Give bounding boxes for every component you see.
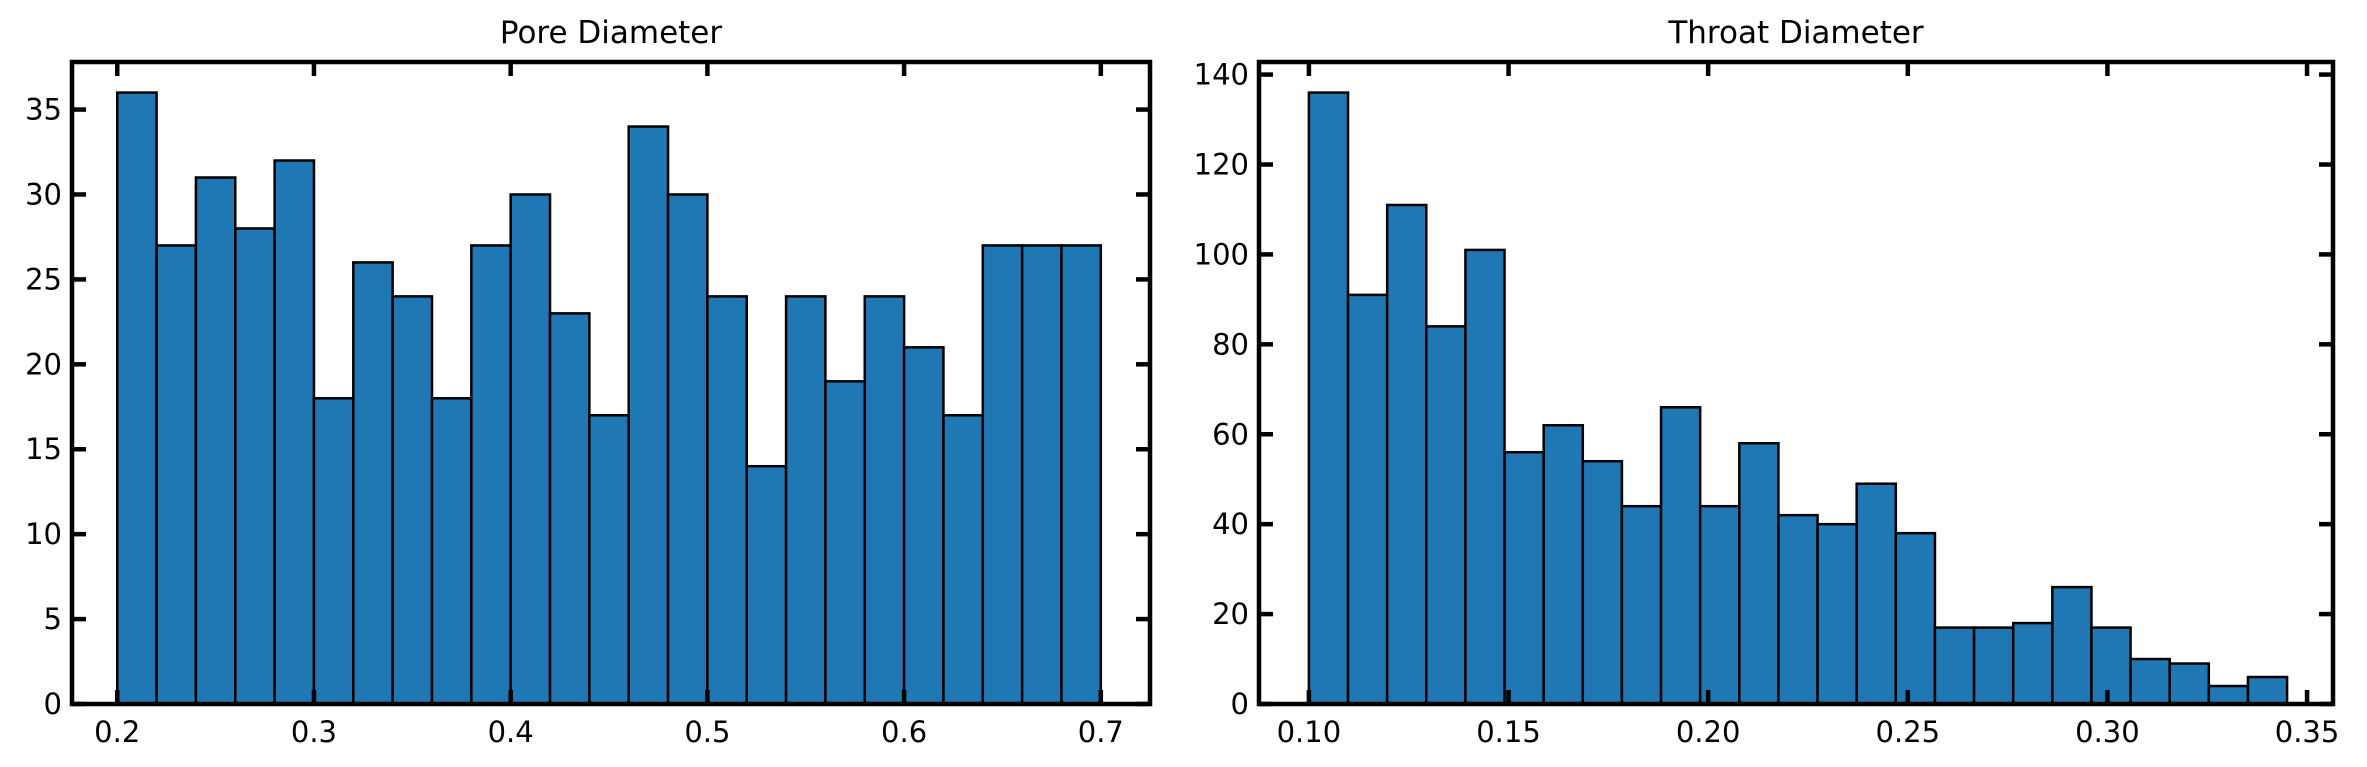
y-tick-label: 120 xyxy=(1194,148,1249,182)
throat-histogram-bar xyxy=(1777,513,1819,706)
throat-histogram-bar xyxy=(1933,626,1976,706)
throat-histogram-bar xyxy=(1346,293,1389,706)
throat-axes-frame xyxy=(1256,59,2336,707)
throat-histogram-bar xyxy=(1503,450,1545,706)
pore-histogram-bar xyxy=(942,414,985,706)
throat-histogram-bar xyxy=(1855,482,1898,706)
throat-histogram-bar xyxy=(2168,662,2211,706)
x-tick-label: 0.20 xyxy=(1676,715,1741,749)
throat-histogram-bar xyxy=(1738,441,1780,706)
y-tick-label: 100 xyxy=(1194,237,1249,271)
pore-histogram-bar xyxy=(627,125,670,706)
throat-histogram-bar xyxy=(2246,675,2289,706)
y-tick-label: 40 xyxy=(1212,507,1249,541)
x-tick-label: 0.15 xyxy=(1476,715,1541,749)
pore-histogram-bar xyxy=(666,193,709,706)
pore-axes-frame xyxy=(69,59,1153,707)
x-tick-label: 0.25 xyxy=(1876,715,1941,749)
throat-histogram-bar xyxy=(2129,657,2171,706)
y-tick-label: 10 xyxy=(25,517,62,551)
throat-histogram-bar xyxy=(2051,585,2093,706)
pore-chart-title: Pore Diameter xyxy=(500,15,723,51)
throat-chart-title: Throat Diameter xyxy=(1667,15,1924,51)
x-tick-label: 0.5 xyxy=(684,715,730,749)
x-tick-label: 0.4 xyxy=(488,715,534,749)
y-tick-label: 35 xyxy=(25,93,62,127)
throat-histogram-bar xyxy=(1542,424,1585,706)
y-tick-label: 30 xyxy=(25,177,62,211)
throat-histogram-bar xyxy=(1816,522,1858,706)
y-tick-label: 20 xyxy=(1212,597,1249,631)
throat-histogram-bar xyxy=(1972,626,2015,706)
pore-histogram-bar xyxy=(902,346,945,706)
pore-histogram-bar xyxy=(509,193,552,706)
pore-histogram-bar xyxy=(352,261,394,706)
pore-histogram-bar xyxy=(1060,244,1103,706)
pore-histogram-bar xyxy=(981,244,1024,706)
x-tick-label: 0.10 xyxy=(1277,715,1342,749)
pore-histogram-bar xyxy=(273,159,316,706)
pore-histogram-bar xyxy=(1020,244,1063,706)
y-tick-label: 25 xyxy=(25,262,62,296)
y-tick-label: 80 xyxy=(1212,327,1249,361)
throat-histogram-bar xyxy=(1659,406,1702,706)
pore-histogram-bar xyxy=(391,295,434,706)
throat-diameter-panel: 0.10 0.15 0.20 0.25 0.30 0.35 0 20 40 60 80 100 120 1… xyxy=(1194,15,2340,749)
throat-histogram-bar xyxy=(2207,684,2250,706)
x-tick-label: 0.35 xyxy=(2275,715,2340,749)
pore-histogram-bar xyxy=(155,244,198,706)
pore-histogram-bar xyxy=(115,91,158,706)
pore-histogram-bar xyxy=(706,295,748,706)
pore-histogram-bar xyxy=(312,397,355,706)
throat-histogram-bar xyxy=(1425,325,1467,706)
throat-histogram-bar xyxy=(1581,459,1624,706)
x-tick-label: 0.7 xyxy=(1078,715,1124,749)
throat-histogram-bar xyxy=(1464,248,1506,706)
pore-histogram-bar xyxy=(548,312,591,706)
pore-histogram-bar xyxy=(824,380,867,706)
pore-diameter-panel: 0.2 0.3 0.4 0.5 0.6 0.7 0 5 10 15 20 25 30 35 Pore Dia… xyxy=(25,15,1153,749)
throat-histogram-bar xyxy=(1307,91,1350,706)
throat-histogram-bar xyxy=(1894,531,1937,706)
y-tick-label: 20 xyxy=(25,347,62,381)
throat-histogram-bar xyxy=(2011,621,2054,706)
pore-histogram-bar xyxy=(470,244,512,706)
x-tick-label: 0.6 xyxy=(881,715,927,749)
pore-histogram-bar xyxy=(194,176,237,706)
pore-histogram-bar xyxy=(234,227,276,706)
y-tick-label: 5 xyxy=(44,602,62,636)
throat-histogram-bar xyxy=(1620,504,1663,706)
x-tick-label: 0.2 xyxy=(94,715,140,749)
pore-histogram-bar xyxy=(430,397,473,706)
y-tick-label: 60 xyxy=(1212,417,1249,451)
y-tick-label: 15 xyxy=(25,432,62,466)
pore-histogram-bar xyxy=(745,464,788,706)
throat-histogram-bar xyxy=(2090,626,2132,706)
y-tick-label: 140 xyxy=(1194,58,1249,92)
x-tick-label: 0.3 xyxy=(291,715,337,749)
y-tick-label: 0 xyxy=(44,687,62,721)
pore-histogram-bar xyxy=(863,295,906,706)
throat-histogram-bar xyxy=(1698,504,1741,706)
throat-histogram-bar xyxy=(1385,203,1428,706)
pore-histogram-bar xyxy=(784,295,827,706)
pore-histogram-bar xyxy=(588,414,630,706)
x-tick-label: 0.30 xyxy=(2075,715,2140,749)
y-tick-label: 0 xyxy=(1231,687,1249,721)
